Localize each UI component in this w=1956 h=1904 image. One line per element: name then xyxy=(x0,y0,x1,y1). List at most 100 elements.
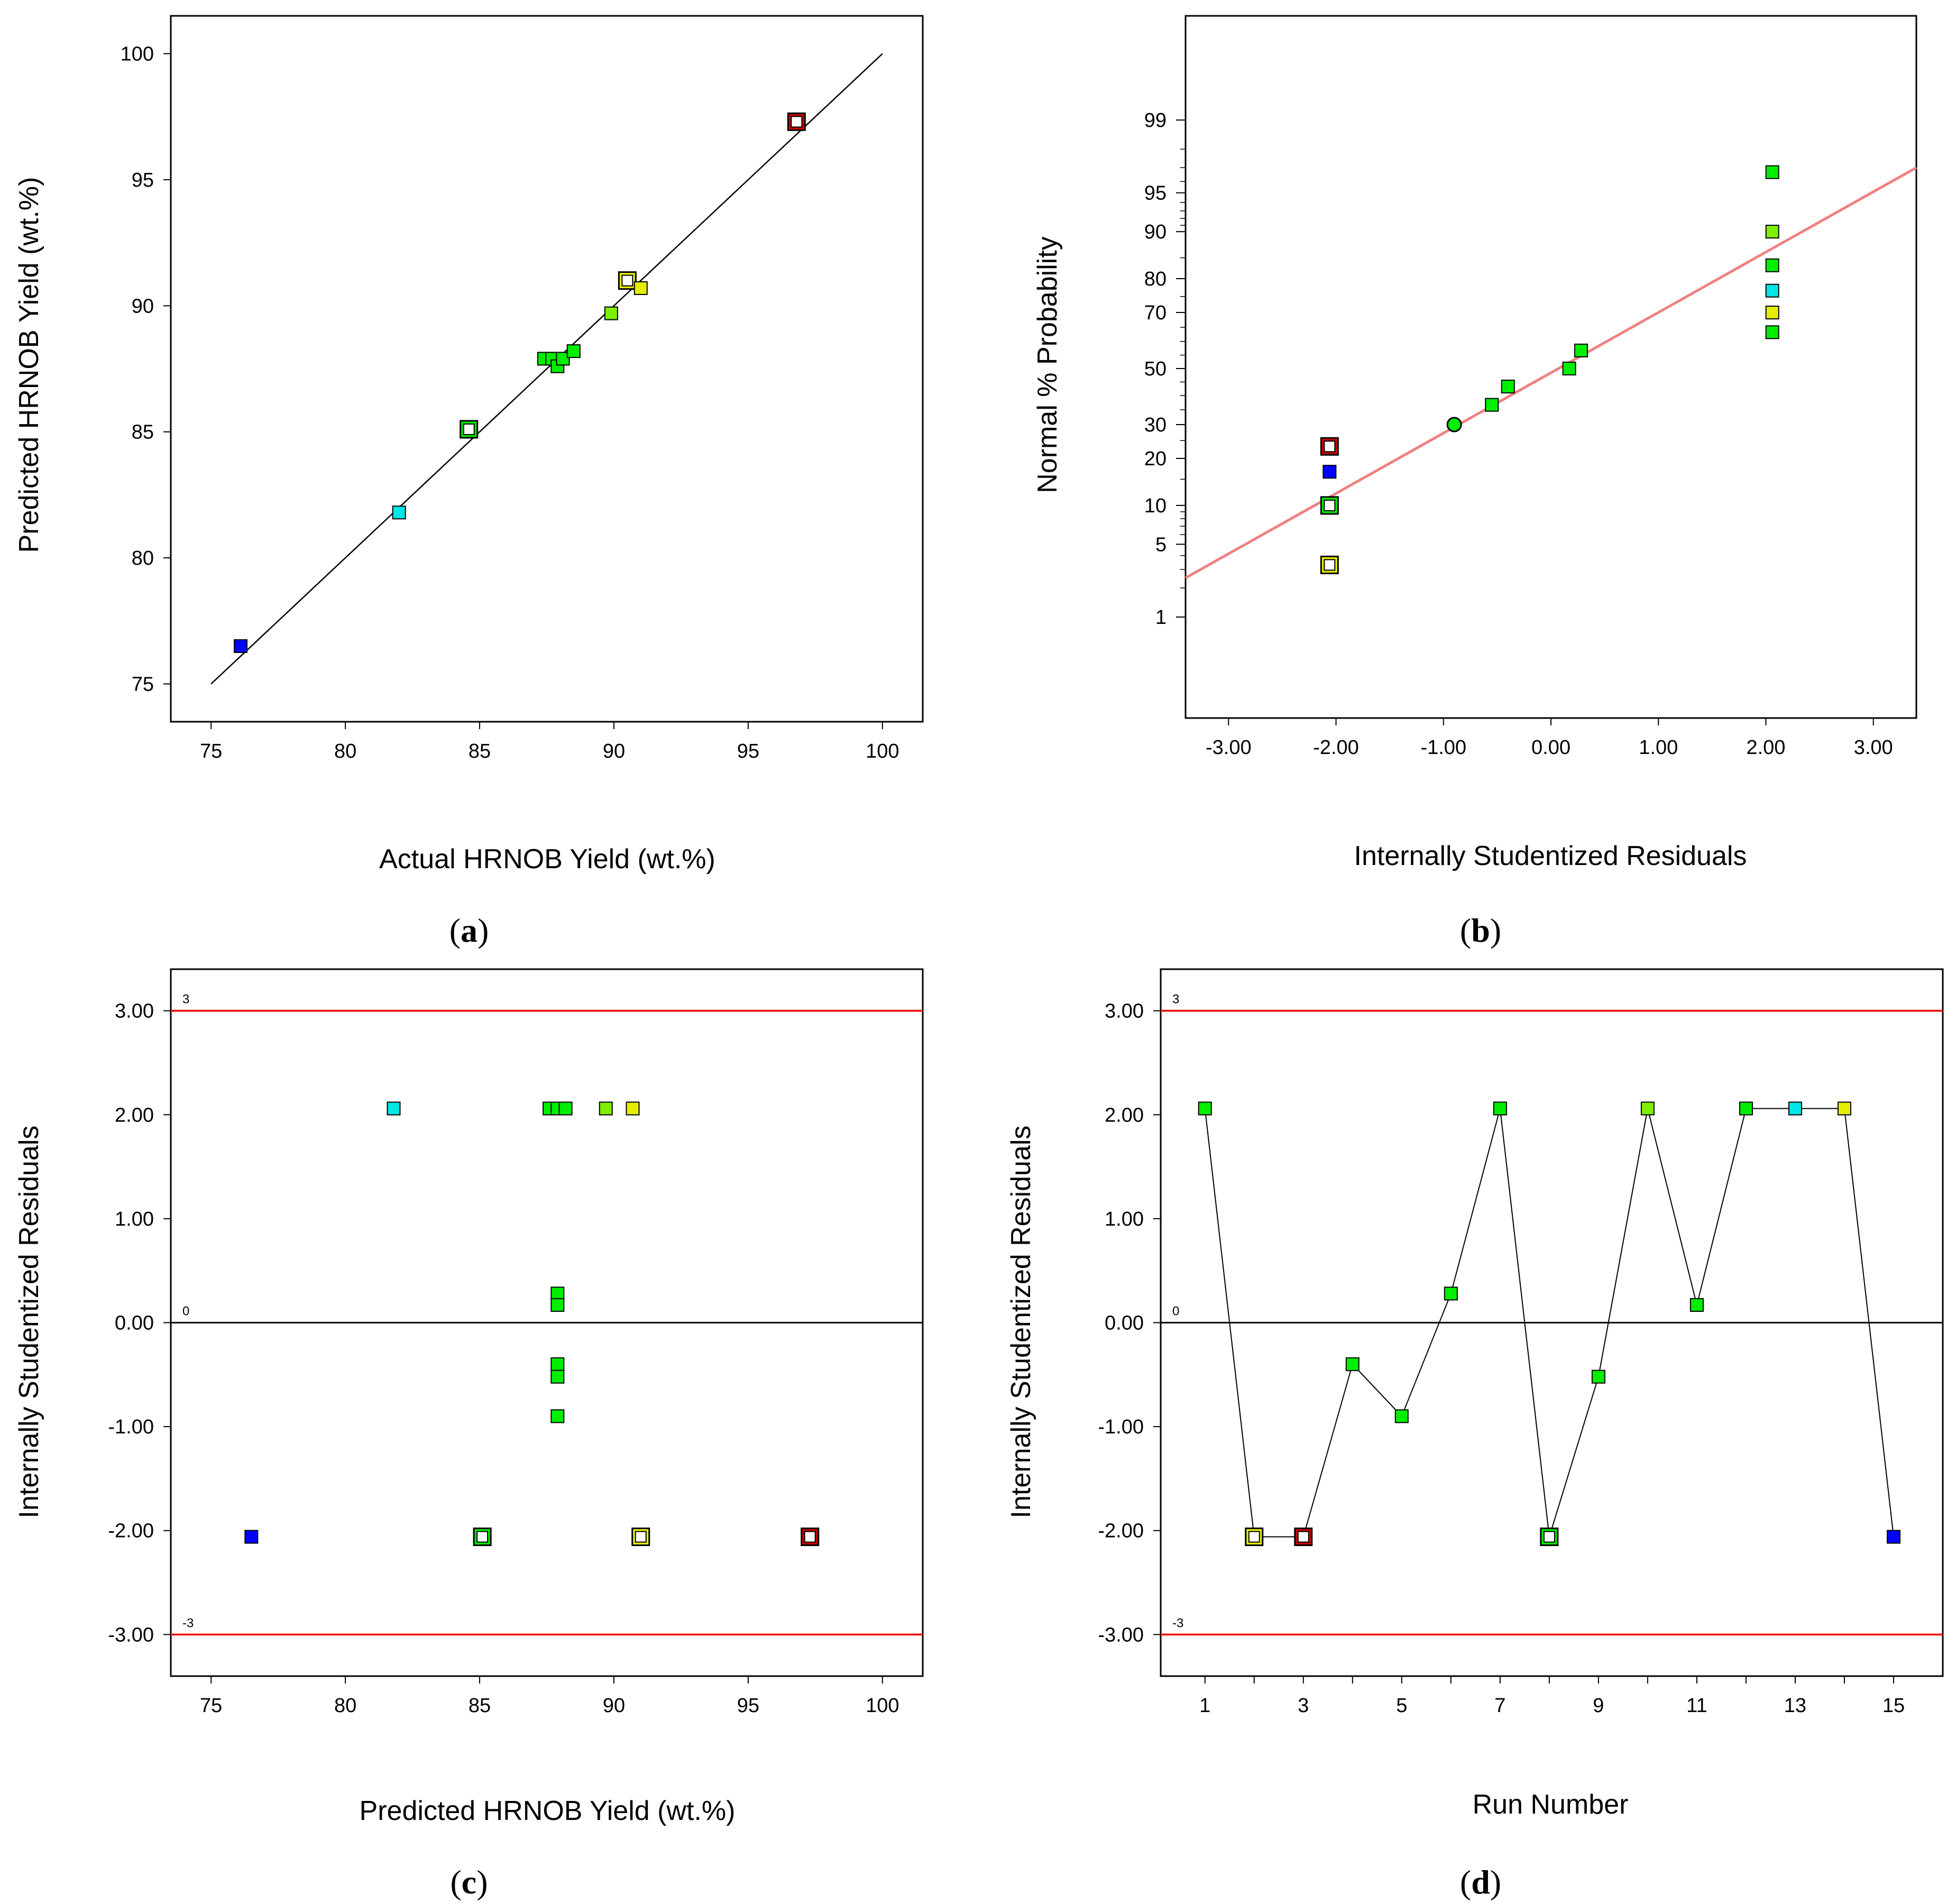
data-point xyxy=(550,1357,565,1372)
y-tick-label: -3.00 xyxy=(1098,1624,1144,1646)
data-point-inner xyxy=(635,1531,647,1543)
x-tick-label: 75 xyxy=(200,1695,222,1717)
y-tick-label: -3.00 xyxy=(108,1624,154,1646)
data-point-inner xyxy=(791,116,803,128)
data-point xyxy=(1591,1369,1605,1384)
x-tick-label: 2.00 xyxy=(1746,737,1785,759)
data-point xyxy=(1765,306,1779,320)
data-point-inner xyxy=(1543,1531,1555,1543)
data-point xyxy=(626,1101,640,1116)
panel-b-ylabel: Normal % Probability xyxy=(1032,236,1063,493)
panel-a-caption: (a) xyxy=(449,912,489,949)
data-point xyxy=(1788,1101,1802,1116)
y-tick-label: 90 xyxy=(132,295,154,317)
y-tick-label: 80 xyxy=(132,547,154,569)
data-point xyxy=(1574,343,1588,357)
data-point-inner xyxy=(804,1531,816,1543)
chart-panel-b: Normal % Probability -3.00 -2.00 -1.00 0.00… xyxy=(1032,15,1917,949)
data-point xyxy=(550,1286,565,1301)
x-tick-label: 1.00 xyxy=(1639,737,1678,759)
data-point xyxy=(1446,417,1462,433)
data-point-inner xyxy=(1248,1531,1260,1543)
x-tick-label: 100 xyxy=(866,1695,899,1717)
data-point xyxy=(1198,1101,1212,1116)
data-point xyxy=(550,1298,565,1312)
y-tick-label: 90 xyxy=(1144,221,1167,243)
data-point xyxy=(566,344,581,358)
panel-c-ylabel: Internally Studentized Residuals xyxy=(14,1126,44,1519)
x-tick-label: 15 xyxy=(1882,1695,1905,1717)
y-tick-label: 5 xyxy=(1155,534,1167,556)
x-tick-label: 95 xyxy=(737,740,759,762)
y-tick-label: 100 xyxy=(121,43,154,66)
y-tick-label: 3.00 xyxy=(115,1000,154,1023)
y-tick-label: -1.00 xyxy=(108,1416,154,1438)
data-point xyxy=(1765,258,1779,272)
x-tick-label: 1 xyxy=(1199,1695,1210,1717)
panel-d-ylabel: Internally Studentized Residuals xyxy=(1006,1126,1036,1519)
panel-c-xlabel: Predicted HRNOB Yield (wt.%) xyxy=(360,1796,736,1826)
data-point xyxy=(1562,362,1576,375)
data-point xyxy=(1765,325,1779,339)
data-point-inner xyxy=(1324,440,1336,453)
x-tick-label: 80 xyxy=(334,1695,356,1717)
data-point xyxy=(1323,465,1337,479)
fit-line xyxy=(1184,166,1917,580)
x-tick-label: 80 xyxy=(334,740,356,762)
y-tick-label: 70 xyxy=(1144,302,1167,324)
panel-c-caption: (c) xyxy=(450,1863,488,1901)
data-point xyxy=(1765,165,1779,179)
data-point xyxy=(244,1530,259,1544)
y-tick-label: -2.00 xyxy=(108,1520,154,1542)
data-point xyxy=(392,505,406,520)
data-point-inner xyxy=(1297,1531,1309,1543)
y-tick-label: 0.00 xyxy=(115,1312,154,1335)
data-point xyxy=(550,1409,565,1423)
data-point xyxy=(1886,1530,1900,1544)
y-tick-label: 0.00 xyxy=(1105,1312,1144,1335)
y-tick-label: 75 xyxy=(132,673,154,695)
data-point xyxy=(1444,1286,1458,1301)
y-tick-label: 95 xyxy=(1144,182,1167,205)
x-tick-label: 5 xyxy=(1396,1695,1407,1717)
y-tick-label: 1.00 xyxy=(115,1208,154,1230)
panel-a-xlabel: Actual HRNOB Yield (wt.%) xyxy=(379,844,715,875)
data-point-inner xyxy=(1324,559,1336,571)
panel-b-letter: b xyxy=(1471,912,1490,949)
panel-d-xlabel: Run Number xyxy=(1473,1789,1629,1820)
data-point-inner xyxy=(476,1531,489,1543)
data-point xyxy=(1765,283,1779,298)
panel-a-letter: a xyxy=(461,912,477,949)
x-tick-label: 0.00 xyxy=(1531,737,1571,759)
panel-d-caption: (d) xyxy=(1460,1863,1501,1901)
hline-label: 3 xyxy=(1172,992,1179,1007)
data-point xyxy=(1485,398,1499,412)
data-point xyxy=(1640,1101,1655,1116)
y-tick-label: -1.00 xyxy=(1098,1416,1144,1438)
y-tick-label: 2.00 xyxy=(115,1104,154,1126)
x-tick-label: -1.00 xyxy=(1420,737,1466,759)
y-tick-label: 2.00 xyxy=(1105,1104,1144,1126)
plot-frame xyxy=(170,15,924,723)
x-tick-label: 9 xyxy=(1593,1695,1604,1717)
data-point xyxy=(599,1101,613,1116)
data-point xyxy=(1739,1101,1753,1116)
y-tick-label: 85 xyxy=(132,421,154,444)
x-tick-label: 7 xyxy=(1494,1695,1505,1717)
hline-label: 0 xyxy=(182,1304,189,1319)
x-tick-label: 3 xyxy=(1298,1695,1309,1717)
panel-b-xlabel: Internally Studentized Residuals xyxy=(1354,841,1747,871)
data-point xyxy=(1345,1357,1360,1372)
data-point-inner xyxy=(463,423,475,435)
data-point xyxy=(1493,1101,1507,1116)
data-point xyxy=(550,1369,565,1384)
data-point xyxy=(1765,225,1779,239)
data-point xyxy=(1837,1101,1851,1116)
data-point xyxy=(234,639,248,653)
panel-a-ylabel: Predicted HRNOB Yield (wt.%) xyxy=(14,177,44,553)
hline-label: 3 xyxy=(182,992,189,1007)
y-tick-label: 20 xyxy=(1144,448,1167,470)
hline-label: -3 xyxy=(182,1616,194,1630)
data-point xyxy=(558,1101,573,1116)
